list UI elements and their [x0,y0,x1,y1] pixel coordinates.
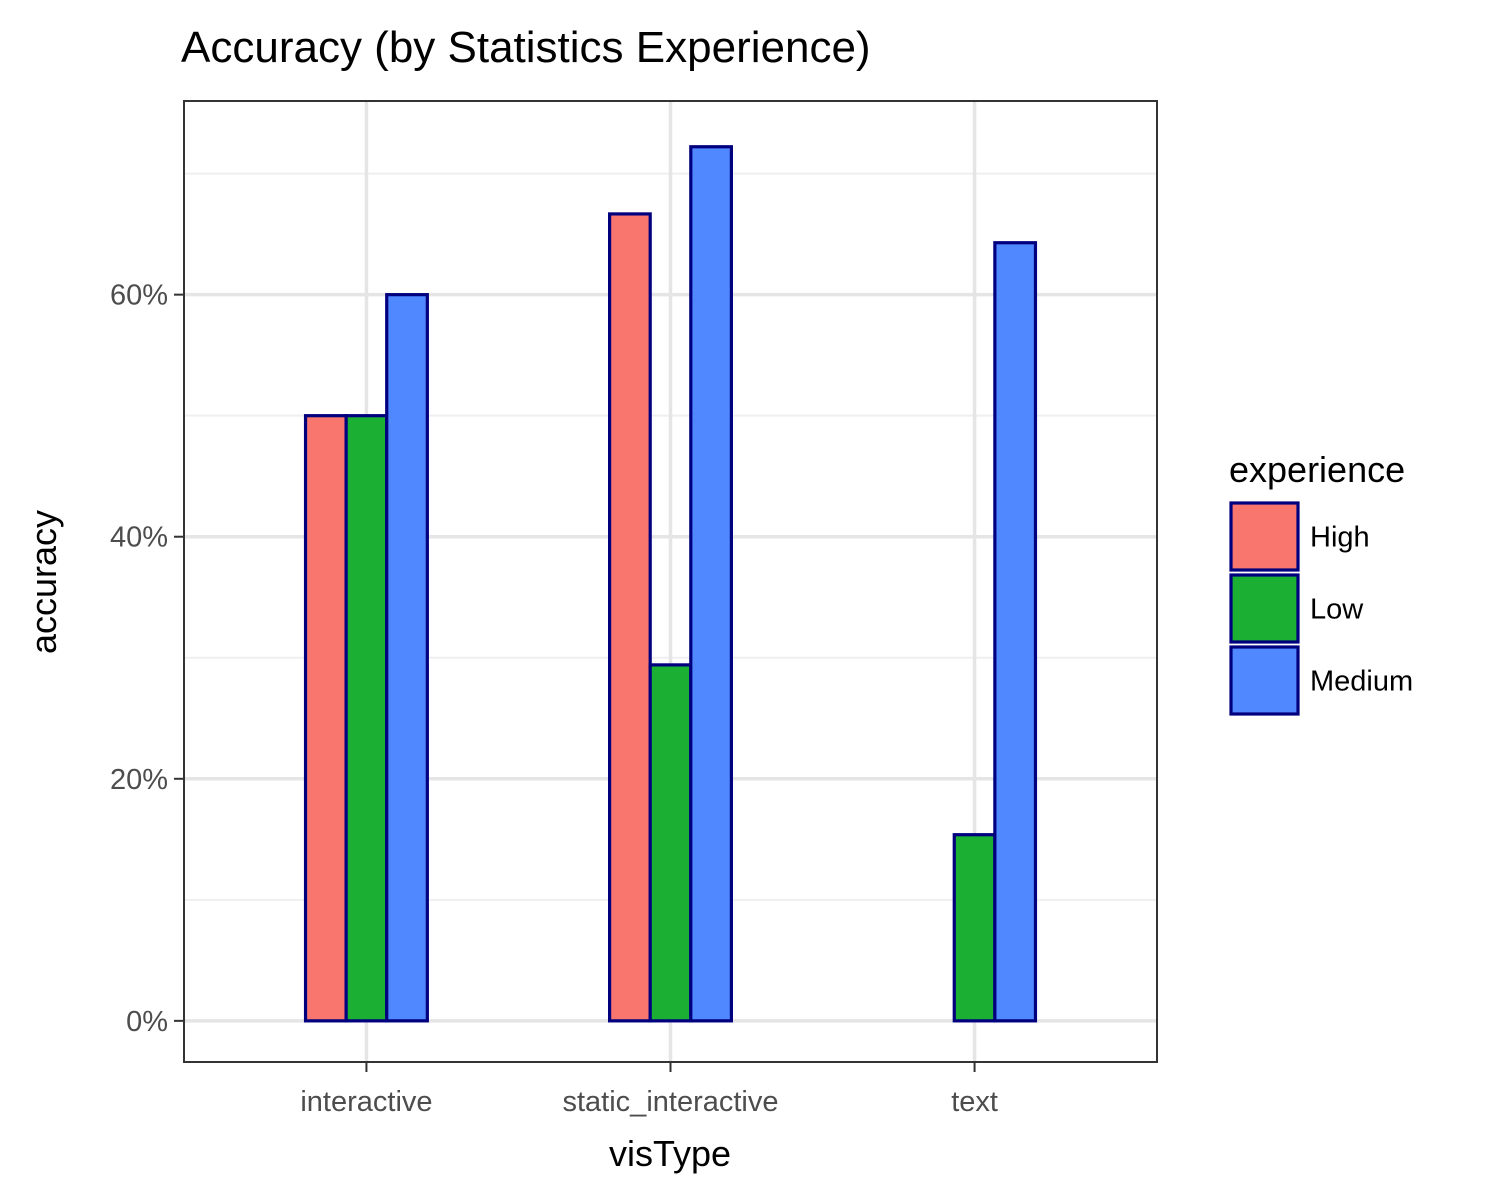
legend-label-low: Low [1310,594,1364,626]
chart-title: Accuracy (by Statistics Experience) [181,23,871,72]
bars [303,145,1038,1023]
legend-label-high: High [1310,522,1370,554]
legend-key-low [1229,573,1300,644]
x-axis: interactive static_interactive text [300,1062,998,1118]
legend-title: experience [1229,449,1405,490]
bar-low-text [952,833,997,1023]
x-tick-label: text [951,1086,998,1118]
bar-high-interactive [303,414,348,1023]
legend-label-medium: Medium [1310,666,1413,698]
y-axis: 0% 20% 40% 60% [110,280,184,1038]
bar-medium-text [993,241,1038,1023]
bar-low-static_interactive [648,663,693,1023]
x-axis-title: visType [609,1133,731,1174]
y-tick-label: 20% [110,764,168,796]
legend-key-high [1229,501,1300,572]
bar-high-static_interactive [607,212,652,1023]
bar-low-interactive [344,414,389,1023]
x-tick-label: static_interactive [563,1086,779,1118]
legend-key-medium [1229,645,1300,716]
y-tick-label: 60% [110,280,168,312]
bar-medium-interactive [385,293,429,1023]
y-tick-label: 40% [110,522,168,554]
y-axis-title: accuracy [23,510,64,654]
bar-medium-static_interactive [689,145,733,1023]
legend: experience High Low Medium [1229,449,1413,716]
y-tick-label: 0% [126,1006,168,1038]
x-tick-label: interactive [300,1086,432,1118]
